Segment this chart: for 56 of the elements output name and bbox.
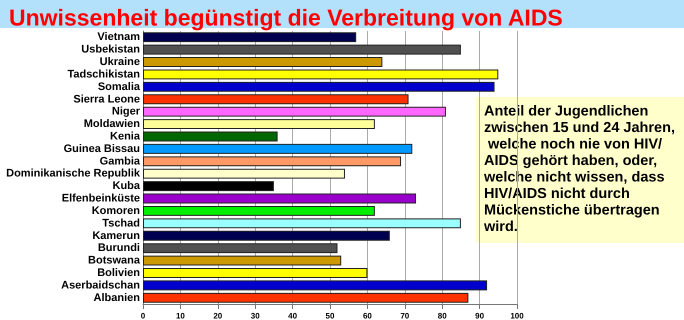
bar [143,119,375,130]
y-tick-label: Gambia [100,155,141,168]
x-tick-label: 70 [400,312,410,320]
y-tick-label: Tadschikistan [67,68,140,80]
bar [143,256,342,266]
bar [143,156,402,166]
bar [143,181,274,192]
y-tick-label: Bolivien [97,266,140,279]
y-tick-label: Guinea Bissau [64,142,140,155]
bar [143,280,488,290]
y-tick-label: Kamerun [92,230,140,242]
y-tick-label: Aserbaidschan [61,279,140,292]
y-tick-label: Elfenbeinküste [62,192,140,205]
y-tick-label: Ukraine [100,56,140,68]
bar [143,82,495,92]
bar [143,57,382,67]
bar [143,243,338,254]
bar [143,168,345,179]
y-tick-label: Kuba [112,180,141,192]
bar [143,144,412,154]
x-tick-label: 90 [475,312,485,320]
y-tick-label: Dominikanische Republik [6,168,141,180]
bar [143,194,416,204]
bar [143,218,461,228]
bar [143,132,278,142]
bar [143,230,390,241]
y-tick-label: Komoren [92,204,140,217]
y-tick-label: Vietnam [97,31,140,44]
bar [143,268,368,278]
x-tick-label: 60 [362,312,372,320]
x-tick-label: 30 [250,312,260,320]
bar [143,69,498,80]
x-tick-label: 80 [438,312,448,320]
y-tick-label: Sierra Leone [73,93,140,106]
bar [143,44,461,55]
x-tick-label: 20 [213,312,223,320]
x-tick-label: 40 [288,312,298,320]
y-tick-label: Albanien [94,292,140,304]
bar [143,94,409,104]
x-tick-label: 50 [326,312,335,320]
x-tick-label: 0 [140,312,146,320]
y-tick-label: Botswana [88,254,141,267]
y-tick-label: Somalia [98,80,141,93]
bar [143,292,468,303]
x-tick-label: 10 [176,312,186,320]
y-tick-label: Burundi [98,242,140,254]
chart-title: Unwissenheit begünstigt die Verbreitung von AIDS [9,4,563,30]
x-tick-label: 100 [510,312,524,320]
bar [143,32,356,42]
y-tick-label: Moldawien [84,118,140,130]
bar [143,206,375,216]
y-tick-label: Tschad [102,217,140,230]
bar [143,106,446,117]
y-tick-label: Kenia [110,130,141,142]
y-tick-label: Usbekistan [81,44,140,56]
y-tick-label: Niger [112,106,141,118]
